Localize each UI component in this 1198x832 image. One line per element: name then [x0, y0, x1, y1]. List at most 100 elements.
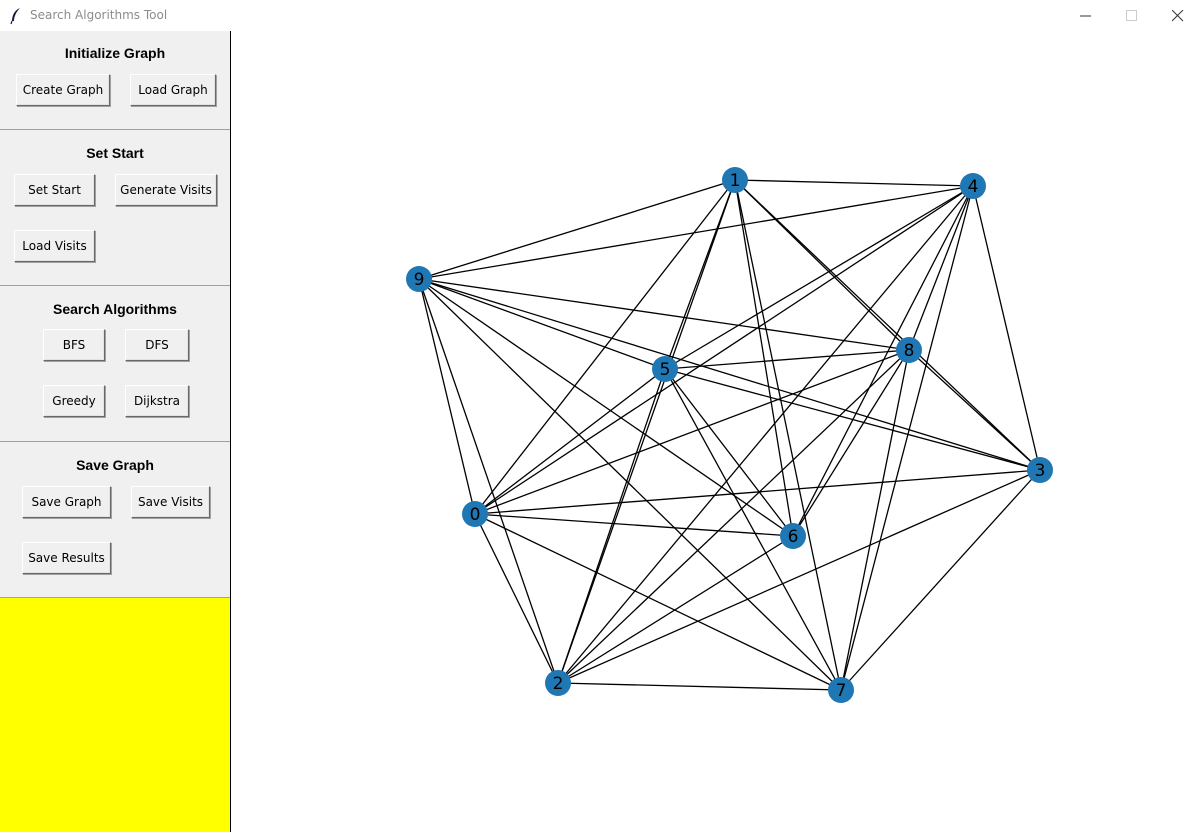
edge-1-3: [734, 179, 1041, 471]
graph-node-1: 1: [722, 167, 748, 193]
edge-1-2: [557, 179, 736, 684]
edge-1-4: [734, 179, 974, 187]
edge-9-8: [418, 278, 910, 351]
save-visits-button[interactable]: Save Visits: [131, 486, 210, 518]
edge-1-7: [734, 179, 842, 691]
sidebar: Initialize Graph Create Graph Load Graph…: [0, 31, 231, 832]
graph-node-7: 7: [828, 677, 854, 703]
edge-4-5: [664, 185, 974, 370]
set-start-button[interactable]: Set Start: [14, 174, 95, 206]
node-circle-3: [1027, 457, 1053, 483]
edge-0-2: [474, 513, 559, 684]
edge-3-7: [840, 469, 1041, 691]
edge-6-2: [557, 535, 794, 684]
edge-8-3: [908, 349, 1041, 471]
node-label-2: 2: [553, 674, 564, 694]
bfs-button[interactable]: BFS: [43, 329, 105, 361]
edge-8-0: [474, 349, 910, 515]
edges-layer: [418, 179, 1041, 691]
graph-plot: 0 1 2 3 4 5 6 7 8 9: [406, 167, 1053, 703]
search-algorithms-section: Search Algorithms BFS DFS Greedy Dijkstr…: [0, 286, 230, 442]
generate-visits-button[interactable]: Generate Visits: [115, 174, 217, 206]
node-label-7: 7: [836, 681, 847, 701]
edge-9-7: [418, 278, 842, 691]
feather-icon: [9, 7, 23, 25]
edge-4-2: [557, 185, 974, 684]
edge-3-0: [474, 469, 1041, 515]
close-icon: [1172, 10, 1184, 22]
graph-canvas: 0 1 2 3 4 5 6 7 8 9: [231, 31, 1198, 832]
edge-9-6: [418, 278, 794, 537]
node-label-0: 0: [470, 505, 481, 525]
graph-node-9: 9: [406, 266, 432, 292]
output-panel: [0, 598, 230, 832]
edge-5-0: [474, 368, 666, 515]
node-circle-8: [896, 337, 922, 363]
node-circle-9: [406, 266, 432, 292]
dfs-button[interactable]: DFS: [125, 329, 189, 361]
edge-8-7: [840, 349, 910, 691]
edge-9-2: [418, 278, 559, 684]
graph-node-2: 2: [545, 670, 571, 696]
save-graph-section: Save Graph Save Graph Save Visits Save R…: [0, 442, 230, 598]
edge-5-3: [664, 368, 1041, 471]
minimize-icon: [1080, 15, 1091, 17]
edge-9-3: [418, 278, 1041, 471]
node-label-5: 5: [660, 360, 671, 380]
node-circle-6: [780, 523, 806, 549]
edge-4-3: [972, 185, 1041, 471]
node-circle-0: [462, 501, 488, 527]
edge-5-8: [664, 349, 910, 370]
create-graph-button[interactable]: Create Graph: [16, 74, 110, 106]
node-label-6: 6: [788, 527, 799, 547]
maximize-icon: [1126, 10, 1137, 21]
edge-0-6: [474, 513, 794, 537]
initialize-graph-section: Initialize Graph Create Graph Load Graph: [0, 31, 230, 130]
maximize-button[interactable]: [1109, 0, 1155, 31]
edge-5-2: [557, 368, 666, 684]
node-label-9: 9: [414, 270, 425, 290]
dijkstra-button[interactable]: Dijkstra: [125, 385, 189, 417]
edge-4-8: [908, 185, 974, 351]
edge-5-7: [664, 368, 842, 691]
section-title-set-start: Set Start: [86, 145, 144, 161]
edge-4-0: [474, 185, 974, 515]
load-visits-button[interactable]: Load Visits: [14, 230, 95, 262]
node-label-8: 8: [904, 341, 915, 361]
node-label-3: 3: [1035, 461, 1046, 481]
close-button[interactable]: [1155, 0, 1198, 31]
section-title-save: Save Graph: [76, 457, 154, 473]
graph-node-0: 0: [462, 501, 488, 527]
save-graph-button[interactable]: Save Graph: [22, 486, 111, 518]
edge-3-2: [557, 469, 1041, 684]
graph-node-3: 3: [1027, 457, 1053, 483]
edge-8-6: [792, 349, 910, 537]
edge-8-2: [557, 349, 910, 684]
edge-5-6: [664, 368, 794, 537]
graph-node-8: 8: [896, 337, 922, 363]
graph-node-4: 4: [960, 173, 986, 199]
node-label-4: 4: [968, 177, 979, 197]
edge-4-6: [792, 185, 974, 537]
edge-1-9: [418, 179, 736, 280]
edge-2-7: [557, 682, 842, 691]
node-circle-1: [722, 167, 748, 193]
save-results-button[interactable]: Save Results: [22, 542, 111, 574]
edge-0-7: [474, 513, 842, 691]
section-title-initialize: Initialize Graph: [64, 45, 166, 61]
load-graph-button[interactable]: Load Graph: [130, 74, 216, 106]
graph-node-6: 6: [780, 523, 806, 549]
graph-node-5: 5: [652, 356, 678, 382]
set-start-section: Set Start Set Start Generate Visits Load…: [0, 130, 230, 286]
title-bar: Search Algorithms Tool: [0, 0, 1198, 32]
section-title-search: Search Algorithms: [53, 301, 177, 317]
greedy-button[interactable]: Greedy: [43, 385, 105, 417]
edge-1-6: [734, 179, 794, 537]
window-title: Search Algorithms Tool: [30, 8, 168, 22]
node-circle-2: [545, 670, 571, 696]
minimize-button[interactable]: [1063, 0, 1109, 31]
node-circle-5: [652, 356, 678, 382]
node-label-1: 1: [730, 171, 741, 191]
edge-9-5: [418, 278, 666, 370]
edge-9-0: [418, 278, 476, 515]
